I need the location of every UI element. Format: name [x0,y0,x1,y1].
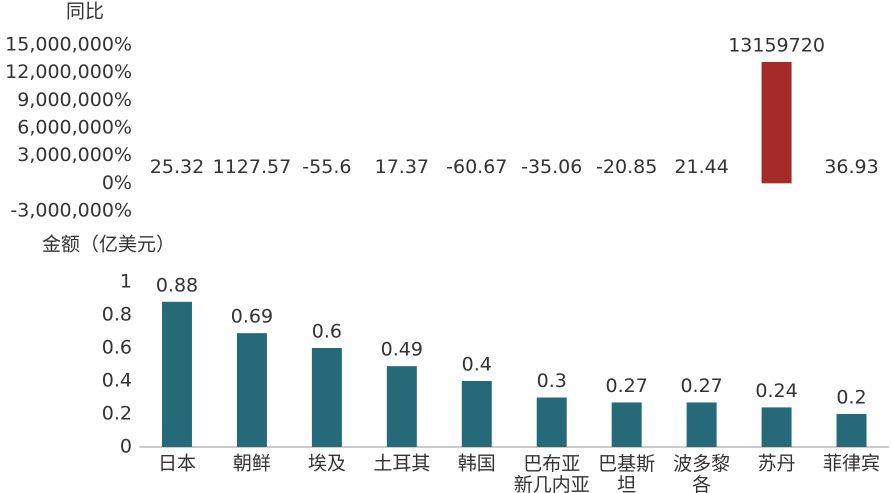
bar [311,348,342,447]
bar [536,397,567,447]
data-label: 36.93 [824,156,878,178]
y-tick-label: 9,000,000% [17,89,132,111]
x-tick-label: 韩国 [458,453,496,475]
x-tick-label: 巴布亚新几内亚 [514,453,590,493]
bar [236,333,267,447]
bar [761,61,792,184]
x-tick-label: 土耳其 [373,453,430,475]
x-tick-label: 苏丹 [758,453,796,475]
chart-title: 同比 [66,1,104,23]
y-tick-label: 12,000,000% [5,61,132,83]
x-tick-label: 埃及 [308,453,346,475]
y-tick-label: 0.8 [102,304,132,326]
data-label: 0.24 [755,380,797,402]
data-label: 0.27 [680,375,722,397]
x-tick-label: 朝鲜 [233,453,271,475]
y-tick-label: -3,000,000% [10,200,132,222]
x-tick-label: 日本 [158,453,196,475]
data-label: 0.3 [537,370,567,392]
x-tick-label: 菲律宾 [823,453,880,475]
data-label: 13159720 [728,34,825,56]
data-label: 0.4 [462,354,492,376]
x-tick-label: 波多黎各 [673,453,730,493]
bar [686,402,717,447]
y-tick-label: 15,000,000% [5,34,132,56]
data-label: 0.6 [312,321,342,343]
data-label: 0.27 [606,375,648,397]
data-label: 17.37 [375,156,429,178]
y-tick-label: 0% [102,172,132,194]
data-label: 21.44 [674,156,728,178]
x-tick-label: 巴基斯坦 [598,453,655,493]
data-label: -35.06 [521,156,582,178]
data-label: -55.6 [302,156,351,178]
y-tick-label: 0.4 [102,370,132,392]
data-label: 1127.57 [213,156,292,178]
y-tick-label: 3,000,000% [17,144,132,166]
y-tick-label: 0 [120,436,132,458]
data-label: -20.85 [596,156,657,178]
bar [161,301,192,447]
y-tick-label: 0.6 [102,337,132,359]
bar [761,407,792,447]
bar [611,402,642,447]
data-label: 25.32 [150,156,204,178]
data-label: 0.69 [231,306,273,328]
data-label: 0.2 [836,387,866,409]
bar [386,366,417,447]
y-tick-label: 1 [120,271,132,293]
y-tick-label: 6,000,000% [17,117,132,139]
bar [836,414,867,447]
data-label: -60.67 [446,156,507,178]
bar [461,381,492,447]
data-label: 0.49 [381,339,423,361]
chart-title: 金额（亿美元） [42,234,175,256]
y-tick-label: 0.2 [102,403,132,425]
data-label: 0.88 [156,274,198,296]
